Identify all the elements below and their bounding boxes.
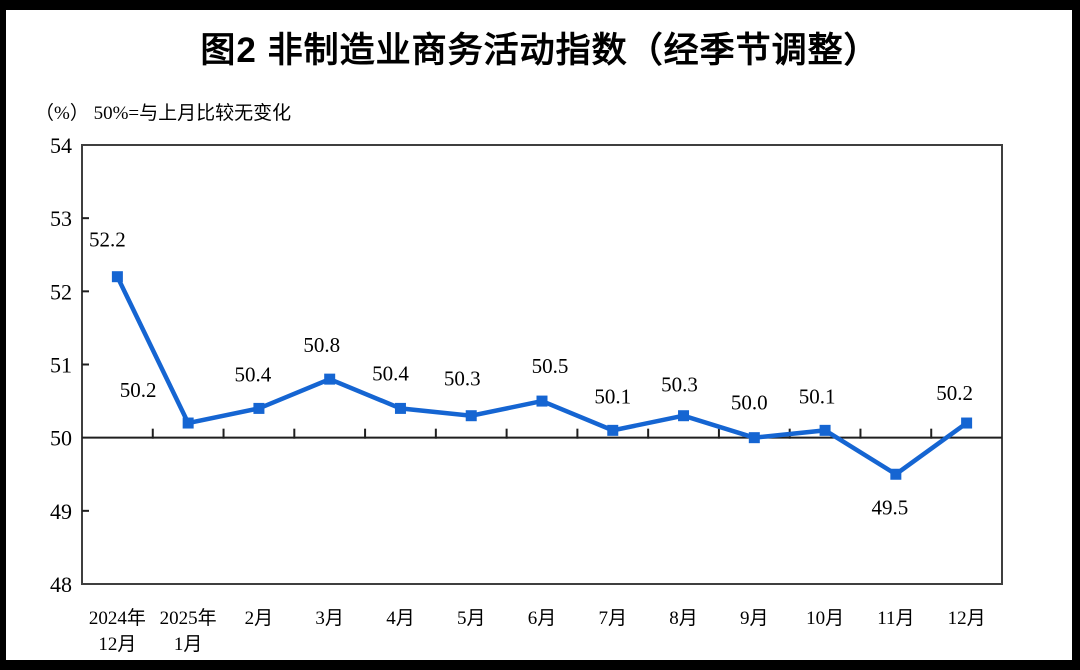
data-label: 50.0 bbox=[731, 391, 768, 415]
data-label: 50.3 bbox=[444, 367, 481, 391]
y-axis-label: 54 bbox=[50, 133, 72, 158]
data-label: 50.4 bbox=[372, 361, 409, 385]
data-label: 50.1 bbox=[594, 384, 631, 408]
x-axis-label: 2024年 bbox=[89, 607, 146, 629]
x-axis-label: 12月 bbox=[948, 608, 986, 629]
x-axis-label: 3月 bbox=[315, 608, 344, 629]
data-point-marker bbox=[536, 395, 548, 407]
x-axis-label: 7月 bbox=[599, 608, 628, 629]
y-axis-label: 52 bbox=[50, 279, 72, 304]
data-label: 50.2 bbox=[936, 381, 973, 405]
x-axis-label: 4月 bbox=[386, 608, 415, 629]
data-label: 50.5 bbox=[532, 354, 569, 378]
data-point-marker bbox=[607, 424, 619, 436]
data-point-marker bbox=[678, 410, 690, 422]
x-axis-label: 12月 bbox=[98, 634, 136, 655]
chart-title: 图2 非制造业商务活动指数（经季节调整） bbox=[200, 31, 880, 70]
data-point-marker bbox=[324, 373, 336, 385]
x-axis-label: 10月 bbox=[806, 608, 844, 629]
y-axis-label: 49 bbox=[50, 499, 72, 524]
data-label: 50.4 bbox=[235, 362, 272, 386]
frame-right-border bbox=[1072, 0, 1080, 670]
frame-top-border bbox=[0, 0, 1080, 10]
data-label: 50.8 bbox=[303, 333, 340, 357]
x-axis-label: 2025年 bbox=[160, 607, 217, 629]
x-axis-label: 5月 bbox=[457, 608, 486, 629]
y-axis-label: 50 bbox=[50, 426, 72, 451]
x-axis-label: 11月 bbox=[877, 608, 914, 629]
data-label: 49.5 bbox=[871, 495, 908, 519]
frame-bottom-border bbox=[0, 660, 1080, 670]
chart-subtitle: （%） 50%=与上月比较无变化 bbox=[35, 103, 292, 124]
data-point-marker bbox=[394, 402, 406, 414]
data-point-marker bbox=[748, 432, 760, 444]
data-point-marker bbox=[111, 271, 123, 283]
x-axis-label: 8月 bbox=[669, 608, 698, 629]
data-label: 50.3 bbox=[661, 373, 698, 397]
data-point-marker bbox=[961, 417, 973, 429]
x-axis-label: 2月 bbox=[245, 608, 274, 629]
y-axis-label: 53 bbox=[50, 206, 72, 231]
x-axis-label: 6月 bbox=[528, 608, 557, 629]
y-axis-label: 48 bbox=[50, 572, 72, 597]
x-axis-label: 1月 bbox=[174, 634, 203, 655]
data-point-marker bbox=[182, 417, 194, 429]
data-label: 52.2 bbox=[89, 228, 126, 252]
data-label: 50.1 bbox=[799, 384, 836, 408]
y-axis-label: 51 bbox=[50, 353, 72, 378]
data-point-marker bbox=[819, 424, 831, 436]
data-label: 50.2 bbox=[120, 378, 157, 402]
data-point-marker bbox=[465, 410, 477, 422]
data-point-marker bbox=[890, 468, 902, 480]
frame-left-border bbox=[0, 0, 6, 670]
data-point-marker bbox=[253, 402, 265, 414]
x-axis-label: 9月 bbox=[740, 608, 769, 629]
